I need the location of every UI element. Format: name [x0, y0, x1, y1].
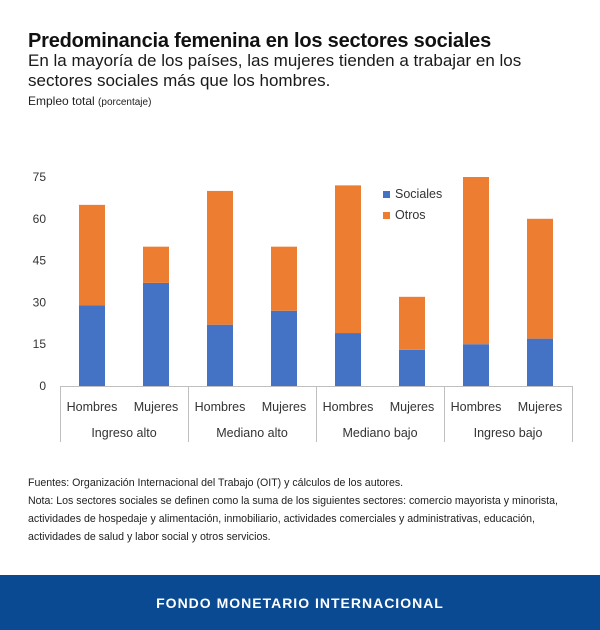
y-tick-label: 15	[33, 337, 47, 351]
bar-segment-sociales	[79, 305, 105, 386]
group-label: Mediano alto	[216, 426, 288, 440]
bar-segment-otros	[335, 185, 361, 334]
bar-segment-sociales	[271, 310, 297, 386]
unit-small: (porcentaje)	[98, 97, 152, 108]
footer-label: FONDO MONETARIO INTERNACIONAL	[156, 594, 444, 611]
bar-segment-otros	[399, 296, 425, 350]
notes-block: Fuentes: Organización Internacional del …	[28, 474, 580, 546]
legend-swatch	[383, 212, 390, 219]
x-category-label: Mujeres	[518, 400, 562, 414]
x-category-label: Hombres	[195, 400, 246, 414]
bar-segment-otros	[527, 218, 553, 339]
y-tick-label: 60	[33, 212, 47, 226]
bar-segment-sociales	[143, 282, 169, 386]
unit-main: Empleo total	[28, 94, 95, 108]
x-category-label: Mujeres	[390, 400, 434, 414]
group-label: Ingreso alto	[91, 426, 156, 440]
bar-segment-otros	[463, 177, 489, 345]
x-category-label: Mujeres	[262, 400, 306, 414]
y-tick-label: 45	[33, 254, 47, 268]
bar-segment-sociales	[527, 338, 553, 386]
unit-label: Empleo total (porcentaje)	[28, 94, 151, 108]
legend-label: Sociales	[395, 187, 442, 201]
bar-segment-sociales	[335, 333, 361, 386]
stacked-bar-chart: 0 15 30 45 60 75 Hombres Mujeres Hombres Mujeres H…	[33, 170, 573, 442]
source-note: Fuentes: Organización Internacional del …	[28, 477, 404, 489]
group-label: Ingreso bajo	[474, 426, 543, 440]
chart-subtitle: En la mayoría de los países, las mujeres…	[28, 51, 522, 90]
group-label: Mediano bajo	[342, 426, 417, 440]
y-tick-label: 0	[39, 379, 46, 393]
x-category-label: Hombres	[67, 400, 118, 414]
y-tick-label: 30	[33, 295, 47, 309]
y-tick-label: 75	[33, 170, 47, 184]
footer-bar: FONDO MONETARIO INTERNACIONAL	[0, 575, 600, 630]
bar-segment-sociales	[463, 344, 489, 386]
x-category-label: Hombres	[451, 400, 502, 414]
legend-label: Otros	[395, 208, 426, 222]
legend-swatch	[383, 191, 390, 198]
bar-segment-otros	[271, 246, 297, 311]
bar-segment-sociales	[207, 324, 233, 386]
chart-title: Predominancia femenina en los sectores s…	[28, 30, 492, 52]
definition-note: Nota: Los sectores sociales se definen c…	[28, 495, 558, 543]
bar-segment-otros	[207, 190, 233, 325]
bar-segment-sociales	[399, 349, 425, 386]
x-category-label: Mujeres	[134, 400, 178, 414]
bar-segment-otros	[79, 204, 105, 306]
bar-segment-otros	[143, 246, 169, 283]
x-category-label: Hombres	[323, 400, 374, 414]
